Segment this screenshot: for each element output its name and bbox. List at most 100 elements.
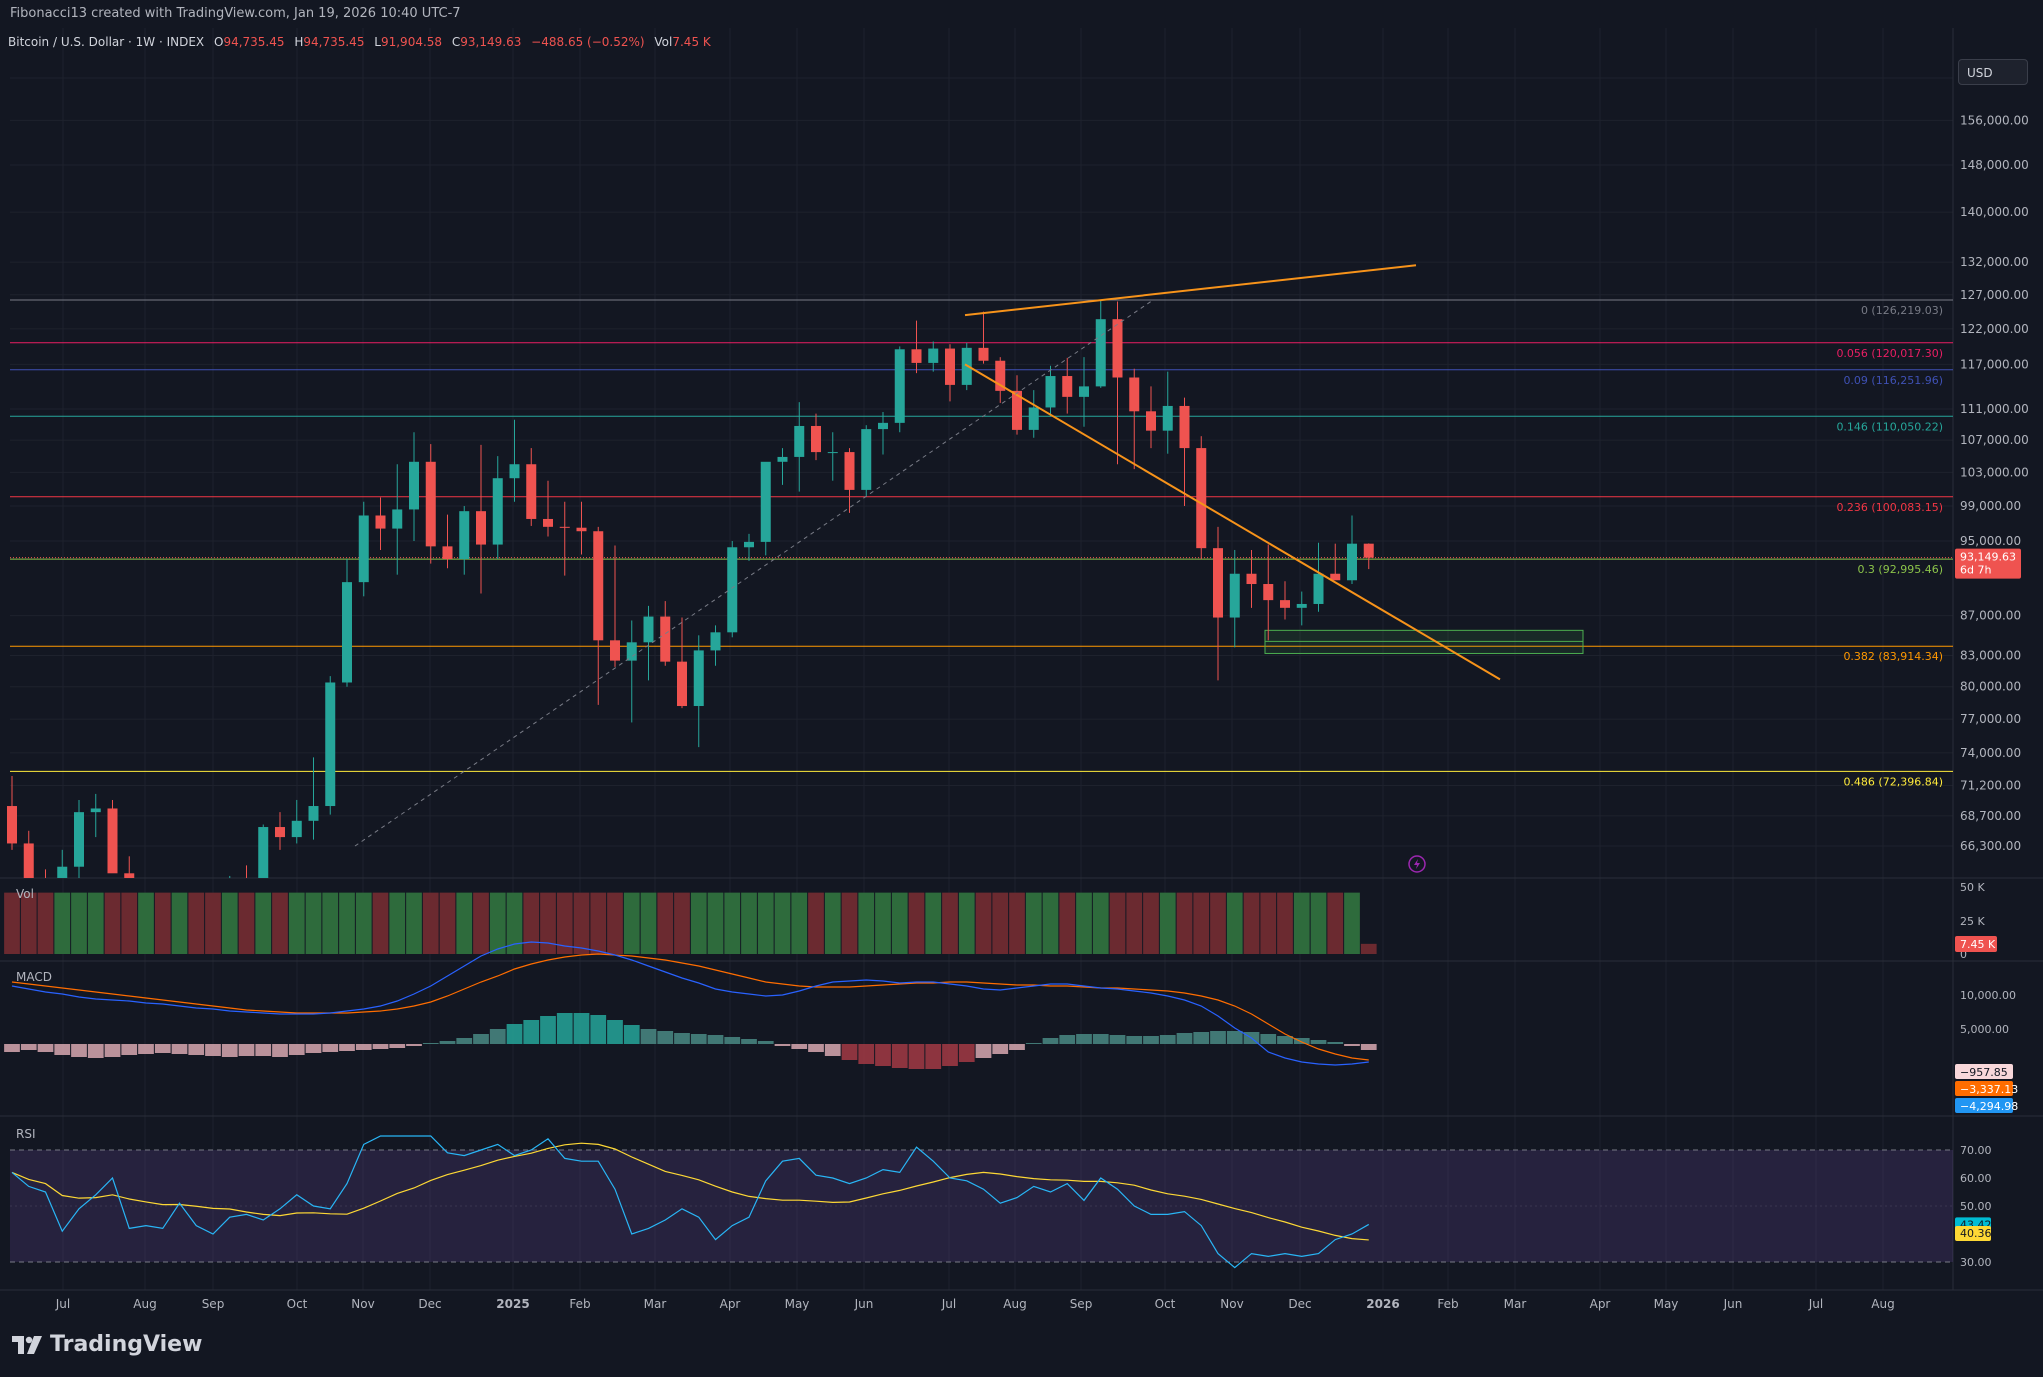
candle-body [358, 515, 369, 583]
macd-histogram-bar [37, 1044, 54, 1052]
volume-bar [540, 892, 556, 954]
open-value: 94,735.45 [223, 35, 284, 49]
candle [57, 849, 68, 878]
volume-bar [657, 892, 674, 954]
volume-bar [523, 892, 540, 954]
candle [275, 812, 285, 850]
macd-histogram-bar [573, 1013, 590, 1044]
price-tick-label: 117,000.00 [1960, 357, 2029, 371]
macd-histogram-bar [540, 1016, 556, 1044]
macd-histogram-bar [1042, 1038, 1059, 1044]
candle-body [978, 347, 989, 361]
candle-body [1330, 573, 1341, 581]
candle [1045, 365, 1056, 417]
macd-histogram-bar [188, 1044, 205, 1055]
candle-body [1028, 407, 1039, 430]
macd-histogram-bar [1009, 1044, 1025, 1050]
candle-body [1179, 405, 1190, 449]
volume-bar [607, 892, 623, 954]
candle [1079, 357, 1089, 427]
candle [1196, 436, 1207, 560]
macd-histogram-bar [1076, 1034, 1092, 1044]
price-tick-label: 74,000.00 [1960, 746, 2021, 760]
macd-tag: −3,337.13 [1955, 1081, 2018, 1096]
candle-body [677, 661, 687, 707]
time-tick-label: Dec [418, 1297, 441, 1311]
time-tick-label: 2026 [1366, 1297, 1399, 1311]
symbol-name[interactable]: Bitcoin / U.S. Dollar · 1W · INDEX [8, 35, 204, 49]
volume-bar [908, 892, 925, 954]
time-tick-label: May [1654, 1297, 1679, 1311]
candle-body [459, 511, 470, 560]
candle-body [811, 425, 821, 453]
volume-bar [1009, 892, 1025, 954]
candle-body [945, 348, 955, 385]
candle [777, 448, 788, 485]
fib-label: 0.236 (100,083.15) [1836, 501, 1943, 514]
candle [1263, 544, 1274, 641]
volume-bar [71, 892, 87, 954]
macd-axis-label: 5,000.00 [1960, 1023, 2009, 1036]
volume-bar [958, 892, 975, 954]
candle-body [861, 429, 872, 490]
volume-bar [1126, 892, 1143, 954]
macd-histogram-bar [1092, 1034, 1109, 1044]
macd-histogram-bar [523, 1020, 540, 1044]
macd-histogram-bar [1293, 1038, 1310, 1044]
candle [543, 480, 553, 537]
volume-bar [154, 892, 171, 954]
brand-text: TradingView [50, 1332, 203, 1357]
macd-pane [4, 941, 1377, 1069]
time-tick-label: Feb [1437, 1297, 1458, 1311]
macd-histogram-bar [439, 1041, 456, 1044]
lightning-icon[interactable] [1408, 855, 1426, 873]
volume-bar [339, 892, 355, 954]
candle [1095, 300, 1106, 388]
macd-histogram-bar [556, 1013, 573, 1044]
candle [693, 635, 704, 748]
rsi-axis-label: 60.00 [1960, 1172, 1992, 1185]
time-tick-label: Jul [55, 1297, 70, 1311]
macd-histogram-bar [908, 1044, 925, 1069]
candle-body [308, 806, 319, 821]
candle-body [1146, 411, 1156, 431]
macd-histogram-bar [1360, 1044, 1377, 1050]
currency-button[interactable]: USD [1958, 59, 2028, 85]
volume-axis-label: 0 [1960, 948, 1967, 961]
tradingview-logo[interactable]: TradingView [12, 1332, 202, 1357]
volume-bar [1042, 892, 1059, 954]
candle-body [442, 546, 453, 560]
candle [610, 545, 620, 667]
price-tick-label: 71,200.00 [1960, 779, 2021, 793]
candle-body [57, 866, 68, 878]
time-tick-label: Apr [720, 1297, 741, 1311]
support-zone [1264, 629, 1584, 654]
vol-value: 7.45 K [672, 35, 712, 49]
volume-bar [104, 892, 121, 954]
macd-signal-line [11, 953, 1369, 1061]
macd-histogram-bar [1260, 1034, 1277, 1044]
candle [1028, 390, 1039, 438]
low-value: 91,904.58 [381, 35, 442, 49]
candle-body [124, 873, 135, 878]
macd-histogram-bar [422, 1043, 439, 1044]
time-tick-label: 2025 [496, 1297, 529, 1311]
price-axis[interactable]: 164,000.00156,000.00148,000.00140,000.00… [1955, 71, 2029, 1269]
chart-svg[interactable]: 0 (126,219.03) 0.056 (120,017.30) 0.09 (11… [0, 28, 2043, 1318]
time-axis[interactable]: Jul Aug Sep Oct Nov Dec 2025 Feb Mar Apr May Jun Jul… [55, 1297, 1895, 1311]
volume-axis-label: 25 K [1960, 915, 1985, 928]
candle-body [107, 808, 118, 874]
time-tick-label: Sep [1070, 1297, 1093, 1311]
macd-histogram-bar [1143, 1036, 1159, 1044]
macd-histogram-bar [4, 1044, 20, 1052]
candle [375, 497, 386, 550]
macd-histogram-bar [875, 1044, 891, 1066]
macd-histogram-bar [1025, 1043, 1042, 1044]
candle [1347, 515, 1357, 585]
macd-line [11, 941, 1369, 1066]
candle [442, 514, 453, 569]
signal-tag-bg [1955, 1098, 2013, 1113]
volume-bar [1243, 892, 1260, 954]
volume-bar [138, 892, 154, 954]
macd-histogram-bar [456, 1038, 473, 1044]
